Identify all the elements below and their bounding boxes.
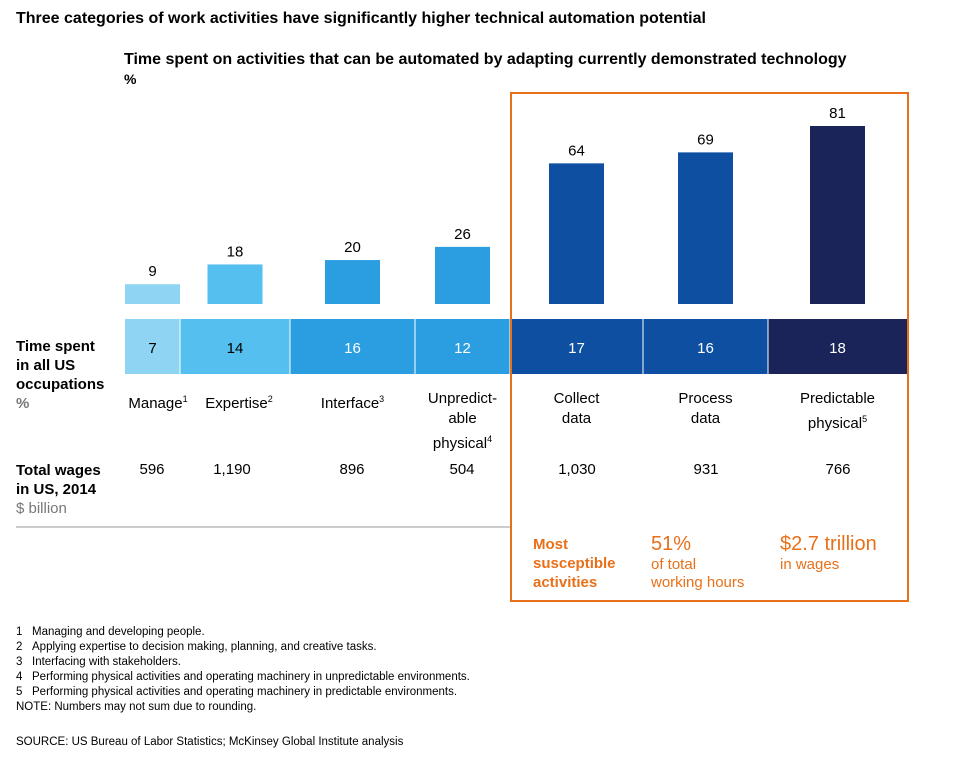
source: SOURCE: US Bureau of Labor Statistics; M… xyxy=(16,736,404,748)
wage-value: 1,030 xyxy=(558,461,596,478)
callout-line: of total xyxy=(651,556,697,573)
callout-line: working hours xyxy=(651,574,745,591)
time-spent-label-line: occupations xyxy=(16,376,105,393)
time-spent-cell xyxy=(290,319,415,374)
footnote-marker: 1 xyxy=(182,394,188,404)
time-spent-cell xyxy=(510,319,643,374)
category-label-line: Process xyxy=(678,390,733,407)
category-label-line: data xyxy=(561,410,592,427)
bar-value-label: 26 xyxy=(454,226,471,243)
footnote: 2 Applying expertise to decision making, … xyxy=(16,641,377,653)
time-spent-value: 16 xyxy=(697,340,714,357)
wages-unit: $ billion xyxy=(16,500,67,517)
time-spent-label-line: Time spent xyxy=(16,338,95,355)
headline: Three categories of work activities have… xyxy=(16,10,706,27)
category-label-line: physical5 xyxy=(807,414,868,432)
chart-unit: % xyxy=(124,71,137,87)
wages-label-line: Total wages xyxy=(16,462,101,479)
bar xyxy=(125,284,180,304)
note: NOTE: Numbers may not sum due to roundin… xyxy=(16,701,257,713)
category-label-line: Unpredict- xyxy=(427,390,498,407)
bar-value-label: 20 xyxy=(344,239,361,256)
footnote: 3 Interfacing with stakeholders. xyxy=(16,656,181,668)
bar xyxy=(325,260,380,304)
category-label-line: Interface3 xyxy=(320,394,385,412)
footnote: 5 Performing physical activities and oper… xyxy=(16,686,458,698)
bar xyxy=(810,126,865,304)
category-label: Process data xyxy=(633,389,778,429)
time-spent-cell xyxy=(125,319,180,374)
working-hours-value: 51% xyxy=(651,533,692,555)
callout-line: Most xyxy=(533,536,568,553)
footnote-marker: 3 xyxy=(379,394,385,404)
bar xyxy=(207,264,263,304)
category-label: Unpredict-able physical4 xyxy=(405,389,520,454)
footnote: 1 Managing and developing people. xyxy=(16,626,205,638)
category-label: Predictable physical5 xyxy=(758,389,917,434)
time-spent-value: 14 xyxy=(227,340,244,357)
time-spent-cell xyxy=(415,319,510,374)
chart-title: Time spent on activities that can be aut… xyxy=(124,51,847,68)
bar xyxy=(435,246,490,304)
time-spent-cell xyxy=(768,319,907,374)
footnote-marker: 5 xyxy=(862,414,868,424)
bar-value-label: 69 xyxy=(697,131,714,148)
wages-label-line: in US, 2014 xyxy=(16,481,97,498)
footnote: 4 Performing physical activities and oper… xyxy=(16,671,470,683)
footnotes: 1 Managing and developing people. 2 Applyi… xyxy=(16,625,470,715)
time-spent-value: 7 xyxy=(148,340,156,357)
bar-value-label: 9 xyxy=(148,263,156,280)
time-spent-value: 18 xyxy=(829,340,846,357)
wage-value: 596 xyxy=(139,461,165,478)
time-spent-value: 17 xyxy=(568,340,585,357)
time-spent-cell xyxy=(643,319,768,374)
wage-value: 1,190 xyxy=(213,461,251,478)
category-label-line: Collect xyxy=(553,390,600,407)
category-label: Manage1 xyxy=(118,389,198,414)
footnote-marker: 2 xyxy=(267,394,273,404)
category-label-line: Manage1 xyxy=(128,394,188,412)
time-spent-cell xyxy=(180,319,290,374)
time-spent-value: 12 xyxy=(454,340,471,357)
category-label: Expertise2 xyxy=(196,389,282,414)
category-label-line: data xyxy=(690,410,721,427)
time-spent-label: Time spent in all US occupations % xyxy=(16,337,104,413)
time-spent-label-line: in all US xyxy=(16,357,76,374)
callout-line: activities xyxy=(533,574,598,591)
bar xyxy=(549,163,604,304)
wages-callout: $2.7 trillion in wages xyxy=(780,533,877,574)
category-label: Interface3 xyxy=(280,389,425,414)
callout-line: in wages xyxy=(780,556,840,573)
wage-value: 504 xyxy=(449,461,475,478)
bar-value-label: 81 xyxy=(829,105,846,122)
category-label-line: Expertise2 xyxy=(205,394,273,412)
footnote-marker: 4 xyxy=(487,434,493,444)
bar xyxy=(678,152,733,304)
wages-callout-value: $2.7 trillion xyxy=(780,533,877,555)
category-label-line: Predictable xyxy=(799,390,876,407)
wage-value: 766 xyxy=(825,461,851,478)
working-hours-callout: 51% of total working hours xyxy=(651,533,744,592)
time-spent-unit: % xyxy=(16,395,30,412)
bar-value-label: 18 xyxy=(227,243,244,260)
wage-value: 896 xyxy=(339,461,365,478)
wages-label: Total wages in US, 2014 $ billion xyxy=(16,461,101,518)
category-label-line: able xyxy=(448,410,477,427)
category-label-line: physical4 xyxy=(432,434,493,452)
highlight-box xyxy=(510,92,909,602)
time-spent-value: 16 xyxy=(344,340,361,357)
category-label: Collect data xyxy=(500,389,653,429)
callout-line: susceptible xyxy=(533,555,616,572)
most-susceptible-callout: Most susceptible activities xyxy=(533,535,616,592)
wage-value: 931 xyxy=(693,461,719,478)
bar-value-label: 64 xyxy=(568,142,585,159)
